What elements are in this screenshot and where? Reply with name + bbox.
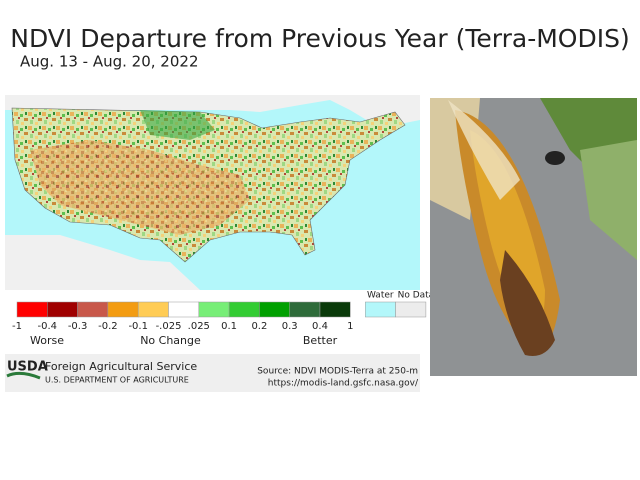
- water-label: Water: [367, 291, 394, 301]
- date: Aug. 13 - Aug. 20, 2022: [20, 53, 198, 71]
- source: Source: NDVI MODIS-Terra at 250-m: [257, 367, 418, 377]
- legend-swatch: [168, 301, 200, 318]
- legend-tick: 0.3: [282, 321, 298, 332]
- department: U.S. DEPARTMENT OF AGRICULTURE: [45, 376, 189, 385]
- legend-tick: -0.4: [38, 321, 58, 332]
- map: [5, 95, 420, 290]
- legend-tick: 0.4: [312, 321, 328, 332]
- legend-swatch: [289, 301, 321, 318]
- legend-tick: 0.2: [251, 321, 267, 332]
- legend-swatch: [198, 301, 230, 318]
- corn-photo: [430, 98, 637, 376]
- legend-caption: No Change: [140, 334, 201, 347]
- mexico: [5, 235, 200, 290]
- legend-swatch: [107, 301, 139, 318]
- title: NDVI Departure from Previous Year (Terra…: [10, 24, 629, 53]
- legend-swatch: [259, 301, 290, 318]
- legend-swatch: [16, 301, 48, 318]
- legend-tick: -.025: [156, 321, 182, 332]
- logo-swoosh: [6, 371, 41, 380]
- footer-band: [5, 354, 420, 392]
- agency: Foreign Agricultural Service: [45, 360, 197, 373]
- legend: -1 -0.4 -0.3 -0.2 -0.1 -.025 .025 0.1 0.2 0.3 0.4 1…: [12, 291, 434, 348]
- legend-swatch: [47, 301, 78, 318]
- legend-swatch: [77, 301, 109, 318]
- url: https://modis-land.gsfc.nasa.gov/: [268, 379, 419, 389]
- legend-tick: -0.2: [98, 321, 118, 332]
- legend-caption: Better: [303, 334, 338, 347]
- green-region: [140, 110, 215, 140]
- no-data-swatch: [395, 301, 427, 318]
- water-swatch: [365, 301, 396, 318]
- legend-swatch: [319, 301, 351, 318]
- legend-tick: -1: [12, 321, 22, 332]
- legend-tick: .025: [188, 321, 210, 332]
- no-data-label: No Data: [398, 291, 435, 301]
- logo: USDA: [7, 360, 48, 375]
- legend-swatch: [228, 301, 260, 318]
- legend-tick: -0.1: [128, 321, 148, 332]
- legend-tick: 0.1: [221, 321, 237, 332]
- canada: [5, 95, 420, 128]
- legend-tick: 1: [347, 321, 353, 332]
- legend-caption: Worse: [30, 334, 64, 347]
- dry-region: [30, 140, 250, 235]
- legend-swatch: [137, 301, 169, 318]
- legend-tick: -0.3: [68, 321, 88, 332]
